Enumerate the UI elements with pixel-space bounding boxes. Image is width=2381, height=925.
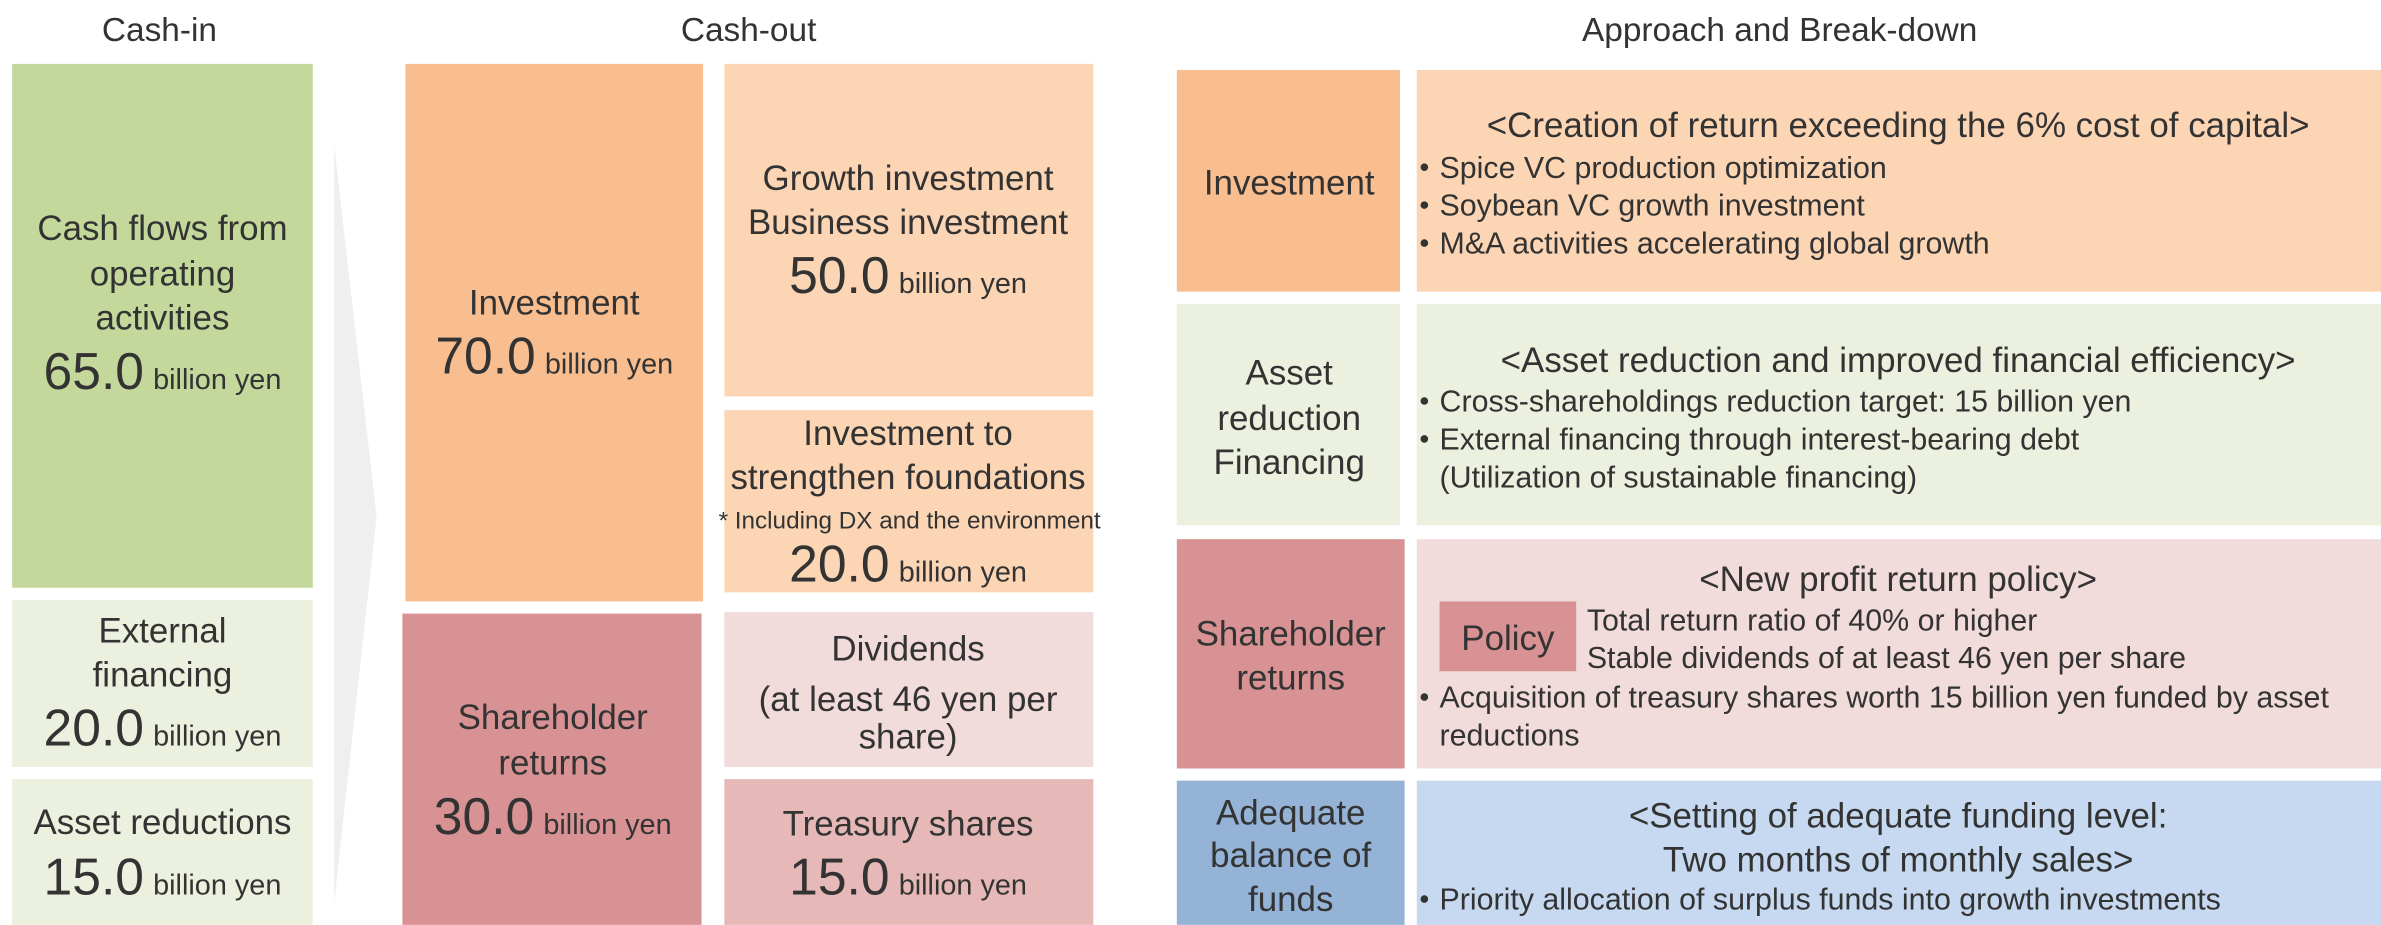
row-label: Investment xyxy=(1204,163,1375,202)
bullet-text: M&A activities accelerating global growt… xyxy=(1440,228,1990,261)
box xyxy=(405,63,704,602)
row-label: Adequate xyxy=(1216,794,1365,833)
box-text: activities xyxy=(96,299,230,338)
bullet-text: (Utilization of sustainable financing) xyxy=(1440,462,1918,495)
amount-unit: billion yen xyxy=(545,349,673,381)
amount-unit: billion yen xyxy=(899,268,1027,300)
label-box xyxy=(1176,69,1401,292)
bullet-text: Priority allocation of surplus funds int… xyxy=(1440,884,2221,917)
bullet xyxy=(1420,239,1429,247)
bullet-text: Spice VC production optimization xyxy=(1440,152,1887,185)
amount-value: 15.0 xyxy=(44,848,144,906)
amount: 70.0 billion yen xyxy=(435,327,673,385)
box-text: Dividends xyxy=(831,630,984,669)
header: Cash-out xyxy=(681,12,817,49)
box xyxy=(724,410,1094,593)
amount-unit: billion yen xyxy=(153,721,281,753)
row-label: Financing xyxy=(1214,443,1365,482)
bullet xyxy=(1420,435,1429,443)
box xyxy=(724,612,1094,767)
amount-unit: billion yen xyxy=(153,870,281,902)
amount-unit: billion yen xyxy=(153,364,281,396)
row-label: Shareholder xyxy=(1196,614,1387,653)
row-label: funds xyxy=(1248,880,1333,919)
amount: 30.0 billion yen xyxy=(434,787,672,845)
label-box xyxy=(1176,539,1405,769)
row-label: returns xyxy=(1236,659,1345,698)
amount-value: 20.0 xyxy=(789,535,889,593)
amount: 65.0 billion yen xyxy=(44,342,282,400)
box-text: Investment to xyxy=(803,414,1013,453)
row-heading: Two months of monthly sales> xyxy=(1663,841,2133,880)
content-box xyxy=(1416,539,2381,769)
amount: 50.0 billion yen xyxy=(789,246,1027,304)
amount: 15.0 billion yen xyxy=(789,848,1027,906)
bullet-text: Soybean VC growth investment xyxy=(1440,190,1866,223)
content-box xyxy=(1416,69,2381,292)
row-heading: <Setting of adequate funding level: xyxy=(1629,797,2168,836)
row-label: balance of xyxy=(1210,836,1371,875)
box-text: returns xyxy=(498,744,607,783)
header: Cash-in xyxy=(102,12,217,49)
box xyxy=(724,779,1094,925)
box-text: External xyxy=(98,611,226,650)
amount: 20.0 billion yen xyxy=(789,535,1027,593)
amount-unit: billion yen xyxy=(899,557,1027,589)
header: Approach and Break-down xyxy=(1582,12,1977,49)
box-text: share) xyxy=(859,718,958,757)
box-text: Cash flows from xyxy=(37,209,287,248)
amount-value: 20.0 xyxy=(44,699,144,757)
bullet xyxy=(1420,895,1429,903)
policy-text: Total return ratio of 40% or higher xyxy=(1587,604,2038,637)
bullet xyxy=(1420,163,1429,171)
arrow xyxy=(334,144,377,904)
bullet-text: Acquisition of treasury shares worth 15 … xyxy=(1440,682,2330,715)
amount-unit: billion yen xyxy=(543,809,671,841)
note: * Including DX and the environment xyxy=(719,508,1101,535)
box-text: Treasury shares xyxy=(783,804,1034,843)
amount-value: 30.0 xyxy=(434,787,534,845)
label-box xyxy=(1176,303,1401,526)
policy-label: Policy xyxy=(1461,619,1555,658)
box-text: Growth investment xyxy=(763,159,1054,198)
box-text: financing xyxy=(93,655,233,694)
label-box xyxy=(1176,780,1405,925)
content-box xyxy=(1416,303,2381,526)
bullet xyxy=(1420,201,1429,209)
row-label: Asset xyxy=(1246,353,1334,392)
content-box xyxy=(1416,780,2381,925)
amount-value: 70.0 xyxy=(435,327,535,385)
texts: Cash flows from operating activities 65.0 bi… xyxy=(33,106,2329,919)
box-text: operating xyxy=(90,255,236,294)
row-heading: <Creation of return exceeding the 6% cos… xyxy=(1487,106,2310,145)
bullet-text: Cross-shareholdings reduction target: 15… xyxy=(1440,386,2132,419)
box-text: Asset reductions xyxy=(33,803,291,842)
box-text: Investment xyxy=(469,283,640,322)
amount: 15.0 billion yen xyxy=(44,848,282,906)
bullet-text: reductions xyxy=(1440,720,1580,753)
policy-text: Stable dividends of at least 46 yen per … xyxy=(1587,642,2186,675)
amount: 20.0 billion yen xyxy=(44,699,282,757)
row-heading: <New profit return policy> xyxy=(1699,560,2097,599)
amount-value: 15.0 xyxy=(789,848,889,906)
box-text: (at least 46 yen per xyxy=(759,680,1058,719)
box xyxy=(402,613,702,925)
amount-value: 50.0 xyxy=(789,246,889,304)
bullet xyxy=(1420,693,1429,701)
box-text: strengthen foundations xyxy=(730,458,1085,497)
box-text: Shareholder xyxy=(458,698,649,737)
row-heading: <Asset reduction and improved financial … xyxy=(1501,341,2296,380)
row-label: reduction xyxy=(1217,399,1361,438)
box xyxy=(724,63,1094,397)
bullet xyxy=(1420,397,1429,405)
box xyxy=(12,599,313,767)
policy-box xyxy=(1439,601,1577,672)
box xyxy=(12,779,313,925)
box xyxy=(12,63,313,588)
box-text: Business investment xyxy=(748,203,1068,242)
amount-unit: billion yen xyxy=(899,870,1027,902)
amount-value: 65.0 xyxy=(44,342,144,400)
bullet-text: External financing through interest-bear… xyxy=(1440,424,2080,457)
